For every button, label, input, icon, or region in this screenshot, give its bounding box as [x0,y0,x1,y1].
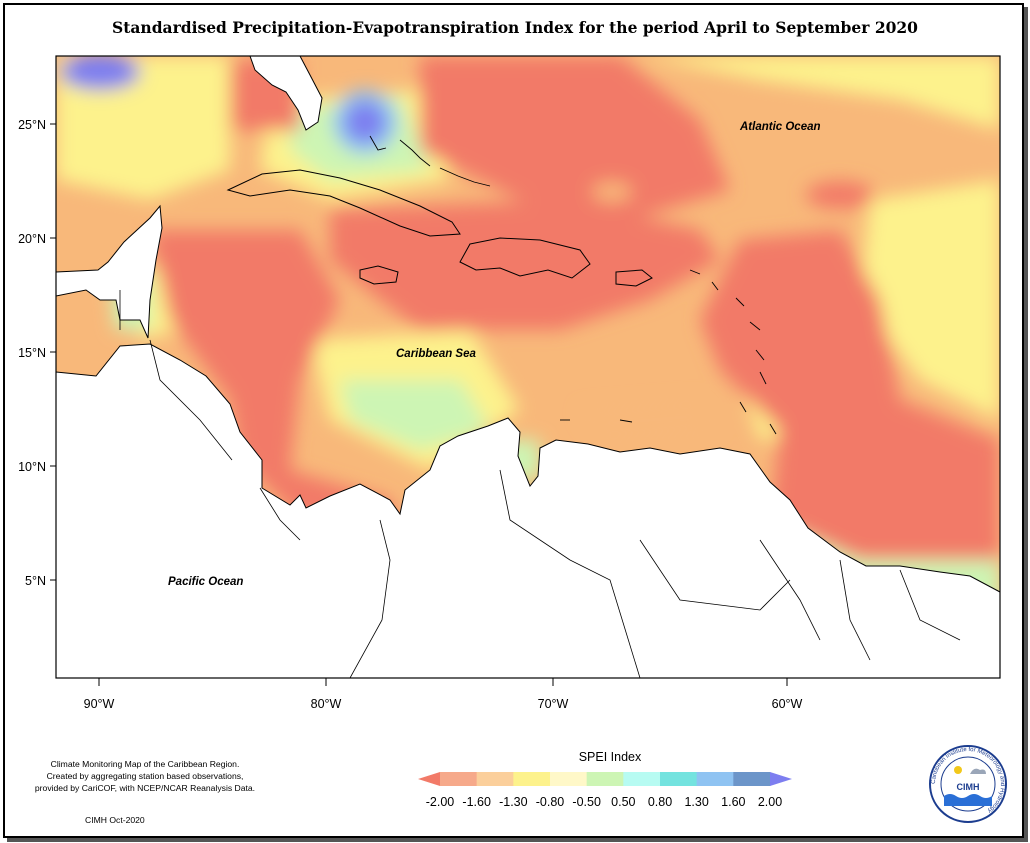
wave-icon [944,794,992,806]
cloud-icon [970,768,986,774]
colorbar-bin [696,772,734,786]
land-masses [56,56,1000,678]
map-title: Standardised Precipitation-Evapotranspir… [112,18,918,37]
lon-tick-label: 80°W [311,697,342,711]
islands [369,135,777,435]
lat-tick-label: 5°N [25,574,46,588]
lat-tick-labels: 25°N 20°N 15°N 10°N 5°N [18,118,46,588]
map-border [55,55,1001,679]
colorbar-tick-label: -0.50 [572,795,601,809]
colorbar-bin [733,772,771,786]
lon-tick-labels: 90°W 80°W 70°W 60°W [84,697,803,711]
sun-icon [954,766,962,774]
cimh-logo-name: CIMH [957,782,980,792]
axis-ticks [50,123,788,686]
lat-tick-label: 15°N [18,346,46,360]
colorbar-bin [513,772,551,786]
lat-tick-label: 25°N [18,118,46,132]
colorbar-tick-label: 0.80 [648,795,672,809]
colorbar-tick-label: -1.30 [499,795,528,809]
lat-tick-label: 20°N [18,232,46,246]
colorbar-tick-label: 1.60 [721,795,745,809]
colorbar-tick-label: -2.00 [426,795,455,809]
spei-colorbar [418,772,792,786]
map-credits: Climate Monitoring Map of the Caribbean … [20,758,270,794]
colorbar-tick-label: 1.30 [684,795,708,809]
lat-tick-label: 10°N [18,460,46,474]
lon-tick-label: 70°W [538,697,569,711]
colorbar-bin [623,772,661,786]
colorbar-bin [550,772,588,786]
credits-line: provided by CariCOF, with NCEP/NCAR Rean… [34,783,256,793]
colorbar-tick-label: -1.60 [462,795,491,809]
colorbar-bin [660,772,698,786]
spei-field [56,56,1000,678]
colorbar-bin [418,772,440,786]
credits-line: Climate Monitoring Map of the Caribbean … [50,759,240,769]
colorbar-tick-label: -0.80 [536,795,565,809]
colorbar-bin [440,772,478,786]
country-borders [119,290,961,678]
colorbar-tick-label: 0.50 [611,795,635,809]
credits-line: Created by aggregating station based obs… [46,771,244,781]
lon-tick-label: 60°W [772,697,803,711]
colorbar-bin [476,772,514,786]
caribbean-sea-label: Caribbean Sea [396,348,476,360]
lon-tick-label: 90°W [84,697,115,711]
colorbar-bin [586,772,624,786]
colorbar-bin [770,772,792,786]
colorbar-tick-label: 2.00 [758,795,782,809]
atlantic-ocean-label: Atlantic Ocean [739,121,821,133]
cimh-logo: Caribbean Institute for Meteorology and … [929,745,1007,823]
spei-colorbar-labels: -2.00 -1.60 -1.30 -0.80 -0.50 0.50 0.80 1.30 1.6… [426,795,782,809]
legend-title: SPEI Index [578,750,642,764]
credits-date: CIMH Oct-2020 [85,815,145,825]
pacific-ocean-label: Pacific Ocean [168,576,243,588]
